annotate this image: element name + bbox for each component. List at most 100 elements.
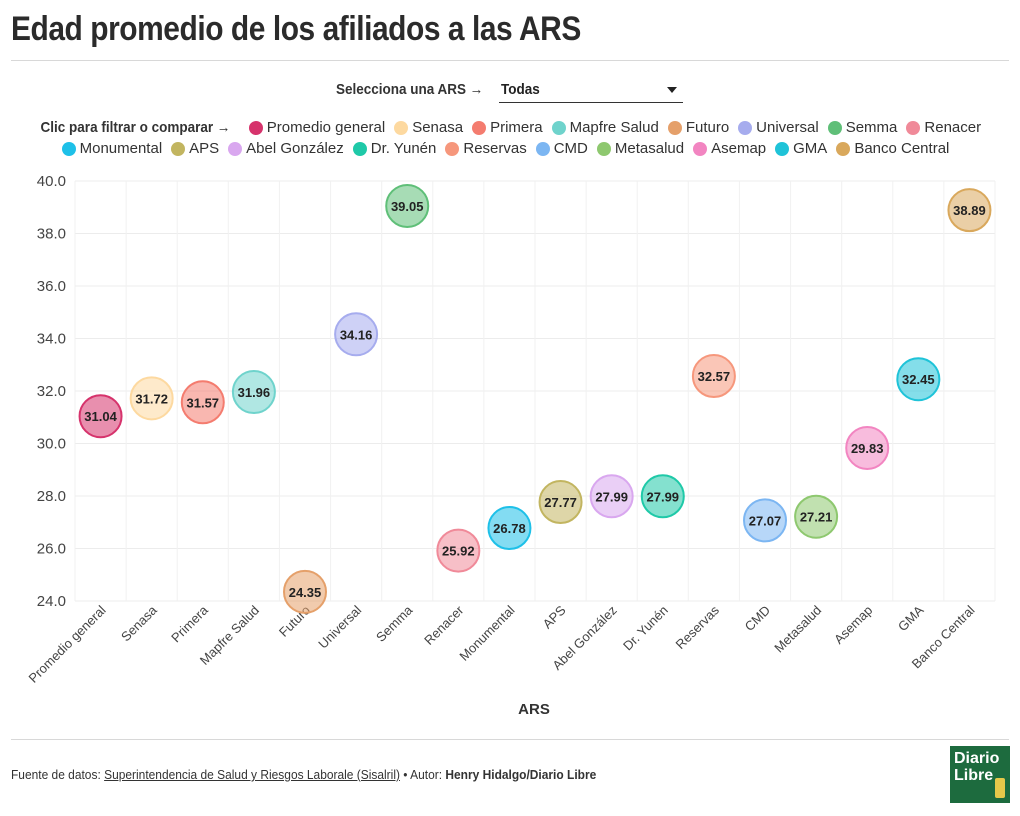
legend-label: Senasa	[412, 119, 464, 136]
data-label: 24.35	[289, 585, 322, 600]
diario-libre-logo: Diario Libre	[950, 746, 1010, 803]
legend-item[interactable]: Futuro	[667, 119, 730, 136]
legend-dot-icon	[535, 141, 550, 156]
legend-item[interactable]: Abel González	[228, 140, 344, 157]
legend-label: Banco Central	[854, 140, 950, 157]
y-tick-label: 26.0	[37, 541, 66, 558]
data-label: 27.07	[749, 513, 782, 528]
data-point	[231, 370, 276, 415]
legend-label: Futuro	[685, 119, 730, 136]
ars-dropdown[interactable]: Todas	[499, 80, 683, 103]
y-tick-label: 30.0	[37, 436, 66, 453]
footer-divider	[11, 739, 1009, 740]
title-divider	[11, 60, 1009, 61]
x-tick-label: Metasalud	[771, 603, 824, 656]
data-point	[334, 312, 379, 357]
legend-item[interactable]: Promedio general	[248, 119, 385, 136]
legend-dot-icon	[228, 141, 243, 156]
source-link[interactable]: Superintendencia de Salud y Riesgos Labo…	[104, 767, 400, 782]
data-point	[78, 394, 123, 439]
legend-item[interactable]: Mapfre Salud	[551, 119, 659, 136]
x-tick-label: Universal	[315, 602, 364, 651]
legend-dot-icon	[693, 141, 708, 156]
data-point	[385, 183, 430, 228]
legend-item[interactable]: Dr. Yunén	[352, 140, 436, 157]
ars-selector-label: Selecciona una ARS →	[336, 81, 484, 98]
legend-label: Mapfre Salud	[569, 119, 659, 136]
legend-dot-icon	[445, 141, 460, 156]
y-tick-label: 36.0	[37, 278, 66, 295]
x-tick-label: GMA	[895, 602, 927, 634]
x-tick-label: Primera	[168, 602, 211, 645]
legend-dot-icon	[248, 120, 263, 135]
data-point	[129, 376, 174, 421]
data-label: 31.72	[135, 391, 168, 406]
legend-label: Universal	[756, 119, 819, 136]
legend-item[interactable]: APS	[171, 140, 219, 157]
legend-item[interactable]: GMA	[775, 140, 827, 157]
data-point	[947, 188, 992, 233]
legend-dot-icon	[472, 120, 487, 135]
data-point	[794, 494, 839, 539]
y-tick-label: 24.0	[37, 593, 66, 610]
x-tick-label: Senasa	[118, 602, 160, 644]
data-label: 27.99	[595, 489, 628, 504]
data-label: 31.96	[238, 385, 271, 400]
legend-item[interactable]: Monumental	[61, 140, 162, 157]
data-label: 39.05	[391, 199, 424, 214]
legend: Clic para filtrar o comparar → Promedio …	[10, 117, 1010, 159]
legend-item[interactable]: Primera	[472, 119, 543, 136]
y-tick-label: 34.0	[37, 331, 66, 348]
legend-dot-icon	[775, 141, 790, 156]
x-tick-label: Semma	[373, 602, 416, 645]
data-point	[640, 474, 685, 519]
legend-item[interactable]: Semma	[827, 119, 897, 136]
data-label: 27.77	[544, 495, 577, 510]
data-label: 25.92	[442, 544, 475, 559]
legend-dot-icon	[596, 141, 611, 156]
logo-text-line2: Libre	[954, 767, 994, 784]
legend-item[interactable]: Senasa	[394, 119, 463, 136]
x-tick-label: Reservas	[673, 602, 723, 652]
scatter-chart: 40.0 38.0 36.0 34.0 32.0 30.0 28.0 26.0 24.0Prom…	[26, 173, 996, 718]
legend-label: Primera	[490, 119, 543, 136]
y-tick-label: 38.0	[37, 226, 66, 243]
legend-label: CMD	[553, 140, 588, 157]
y-tick-label: 32.0	[37, 383, 66, 400]
legend-item[interactable]: Reservas	[445, 140, 527, 157]
data-point	[691, 354, 736, 399]
x-tick-label: Monumental	[456, 602, 517, 663]
data-point	[538, 480, 583, 525]
x-tick-label: Promedio general	[26, 602, 109, 685]
data-label: 26.78	[493, 521, 526, 536]
x-tick-label: Renacer	[421, 602, 467, 648]
legend-item[interactable]: Banco Central	[836, 140, 949, 157]
legend-row: Clic para filtrar o comparar → Promedio …	[10, 117, 1010, 138]
data-point	[180, 380, 225, 425]
data-point	[487, 506, 532, 551]
data-label: 32.45	[902, 372, 935, 387]
chevron-down-icon	[667, 87, 677, 93]
legend-item[interactable]: Metasalud	[596, 140, 684, 157]
legend-label: GMA	[793, 140, 828, 157]
legend-row: Monumental APS Abel González Dr. Yunén Reser…	[10, 138, 1010, 159]
legend-item[interactable]: Renacer	[906, 119, 981, 136]
legend-item[interactable]: Asemap	[693, 140, 766, 157]
x-tick-label: CMD	[742, 603, 774, 635]
legend-dot-icon	[738, 120, 753, 135]
data-label: 27.21	[800, 510, 833, 525]
legend-dot-icon	[61, 141, 76, 156]
data-point	[283, 569, 327, 614]
data-point	[896, 357, 941, 402]
x-axis-title: ARS	[518, 701, 550, 718]
legend-item[interactable]: Universal	[738, 119, 819, 136]
logo-text-line1: Diario	[954, 750, 1000, 767]
footer: Fuente de datos: Superintendencia de Sal…	[11, 767, 596, 782]
legend-dot-icon	[551, 120, 566, 135]
legend-item[interactable]: CMD	[535, 140, 588, 157]
data-label: 32.57	[698, 369, 731, 384]
ars-selector-row: Selecciona una ARS → Todas	[0, 80, 1020, 104]
legend-label: Reservas	[463, 140, 527, 157]
legend-dot-icon	[836, 141, 851, 156]
legend-prefix: Clic para filtrar o comparar →	[40, 119, 231, 136]
